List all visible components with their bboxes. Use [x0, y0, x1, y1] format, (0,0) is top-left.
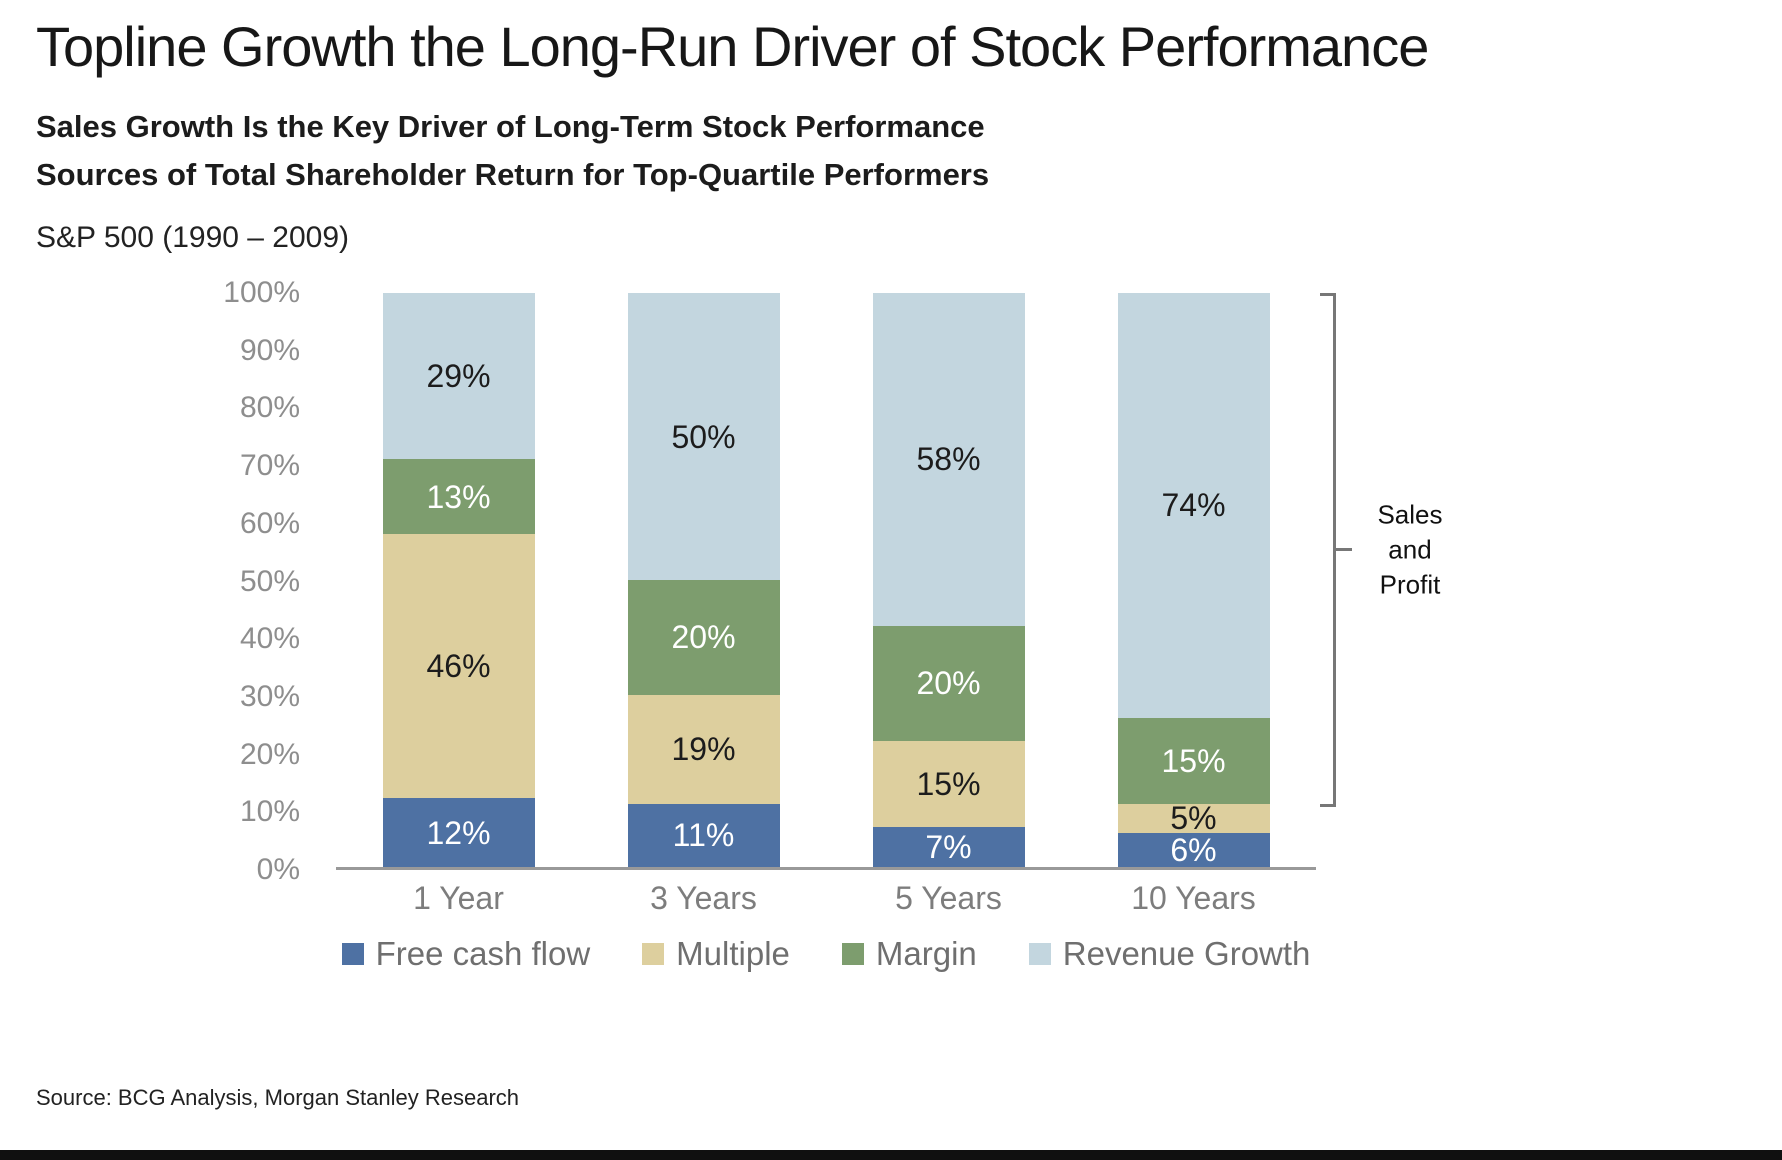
y-tick-label: 0%: [256, 853, 300, 886]
segment-revenue-growth: 74%: [1117, 293, 1270, 718]
segment-value-label: 5%: [1170, 800, 1217, 837]
segment-value-label: 13%: [426, 478, 491, 515]
segment-revenue-growth: 50%: [627, 293, 780, 581]
y-tick-label: 70%: [239, 449, 300, 483]
x-tick-label: 3 Years: [650, 880, 757, 916]
legend-swatch: [841, 943, 864, 965]
plot-area: 12% 46% 13% 29% 11% 19% 20% 50% 7% 15% 20% 58% 6% 5% 1…: [336, 293, 1316, 870]
bar-10-years: 6% 5% 15% 74%: [1117, 293, 1270, 868]
y-axis: 100% 90% 80% 70% 60% 50% 40% 30% 20% 10% 0%: [36, 276, 336, 886]
y-tick-label: 30%: [239, 679, 300, 713]
legend-swatch: [341, 943, 364, 965]
segment-multiple: 46%: [382, 534, 535, 799]
legend-item-free-cash-flow: Free cash flow: [341, 935, 591, 973]
segment-free-cash-flow: 11%: [627, 803, 780, 867]
segment-free-cash-flow: 12%: [382, 798, 535, 867]
x-tick-label: 10 Years: [1131, 880, 1256, 916]
segment-value-label: 15%: [1161, 742, 1226, 779]
legend-label: Margin: [875, 935, 977, 972]
x-axis: 1 Year 3 Years 5 Years 10 Years: [36, 880, 1762, 917]
subtitle-line-2: Sources of Total Shareholder Return for …: [36, 157, 990, 192]
bottom-divider-bar: [0, 1150, 1782, 1160]
segment-margin: 20%: [872, 625, 1025, 741]
bar-3-years: 11% 19% 20% 50%: [627, 293, 780, 867]
segment-margin: 15%: [1117, 717, 1270, 804]
segment-value-label: 15%: [916, 765, 981, 802]
segment-multiple: 19%: [627, 694, 780, 804]
legend: Free cash flow Multiple Margin Revenue Grow…: [336, 935, 1316, 973]
segment-value-label: 58%: [916, 441, 981, 478]
source-note: Source: BCG Analysis, Morgan Stanley Res…: [36, 1085, 520, 1110]
segment-margin: 13%: [382, 459, 535, 535]
segment-value-label: 74%: [1161, 487, 1226, 524]
bracket: [1320, 293, 1336, 807]
segment-multiple: 15%: [872, 740, 1025, 827]
legend-label: Multiple: [676, 935, 790, 972]
segment-multiple: 5%: [1117, 800, 1270, 837]
bar-5-years: 7% 15% 20% 58%: [872, 293, 1025, 867]
segment-value-label: 50%: [671, 418, 736, 455]
segment-value-label: 6%: [1170, 831, 1217, 868]
legend-row: Free cash flow Multiple Margin Revenue Grow…: [36, 935, 1762, 973]
bar-1-year: 12% 46% 13% 29%: [382, 293, 535, 867]
legend-label: Revenue Growth: [1062, 935, 1311, 972]
segment-value-label: 12%: [426, 814, 491, 851]
legend-item-multiple: Multiple: [642, 935, 790, 973]
legend-swatch: [642, 943, 665, 965]
subtitle-line-1: Sales Growth Is the Key Driver of Long-T…: [36, 109, 985, 144]
annotation-column: Sales and Profit: [1316, 293, 1556, 870]
segment-value-label: 19%: [671, 731, 736, 768]
page-title: Topline Growth the Long-Run Driver of St…: [36, 15, 1429, 78]
segment-free-cash-flow: 6%: [1117, 831, 1270, 868]
x-tick-label: 5 Years: [895, 880, 1002, 916]
segment-value-label: 29%: [426, 358, 491, 395]
bracket-pointer: [1336, 547, 1352, 551]
legend-item-margin: Margin: [841, 935, 977, 973]
segment-value-label: 20%: [916, 665, 981, 702]
y-tick-label: 10%: [239, 795, 300, 829]
chart-period: S&P 500 (1990 – 2009): [36, 221, 350, 254]
y-tick-label: 100%: [223, 276, 300, 309]
y-tick-label: 80%: [239, 391, 300, 425]
y-tick-label: 90%: [239, 333, 300, 367]
legend-label: Free cash flow: [375, 935, 591, 972]
segment-revenue-growth: 29%: [382, 293, 535, 460]
annotation-label: Sales and Profit: [1377, 499, 1443, 600]
x-axis-labels: 1 Year 3 Years 5 Years 10 Years: [336, 880, 1316, 917]
segment-margin: 20%: [627, 580, 780, 695]
y-tick-label: 50%: [239, 564, 300, 598]
y-tick-label: 40%: [239, 622, 300, 656]
segment-revenue-growth: 58%: [872, 293, 1025, 626]
legend-item-revenue-growth: Revenue Growth: [1028, 935, 1311, 973]
stacked-bar-chart: 100% 90% 80% 70% 60% 50% 40% 30% 20% 10% 0% 12% 46%…: [36, 276, 1762, 886]
segment-value-label: 20%: [671, 619, 736, 656]
legend-swatch: [1028, 943, 1051, 965]
x-tick-label: 1 Year: [413, 880, 504, 916]
y-tick-label: 20%: [239, 737, 300, 771]
segment-value-label: 46%: [426, 648, 491, 685]
segment-value-label: 11%: [672, 817, 735, 854]
segment-free-cash-flow: 7%: [872, 826, 1025, 867]
segment-value-label: 7%: [925, 828, 972, 865]
y-tick-label: 60%: [239, 506, 300, 540]
